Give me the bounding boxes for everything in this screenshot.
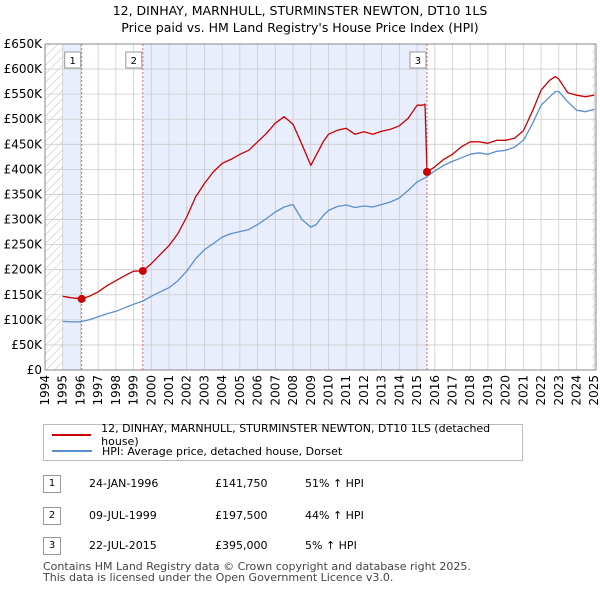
y-tick-label: £550K (4, 87, 44, 101)
hatched-region (45, 44, 63, 370)
footer-copyright: Contains HM Land Registry data © Crown c… (43, 560, 471, 573)
x-tick-label: 2025 (587, 375, 600, 406)
x-tick-label: 2011 (339, 375, 353, 406)
x-tick-label: 2021 (516, 375, 530, 406)
y-tick-label: £150K (4, 288, 44, 302)
x-tick-label: 2014 (392, 375, 406, 406)
x-tick-label: 2009 (304, 375, 318, 406)
sale-hpi-change: 51% ↑ HPI (305, 477, 364, 490)
x-tick-label: 1999 (127, 375, 141, 406)
y-tick-label: £500K (4, 112, 44, 126)
sale-hpi-change: 44% ↑ HPI (305, 509, 364, 522)
legend-swatch-hpi (52, 450, 92, 452)
x-tick-label: 2010 (321, 375, 335, 406)
x-tick-label: 2017 (445, 375, 459, 406)
sale-number-badge: 1 (43, 475, 61, 493)
legend-label-property: 12, DINHAY, MARNHULL, STURMINSTER NEWTON… (101, 422, 491, 448)
sale-label-box (125, 51, 143, 69)
x-tick-label: 1997 (91, 375, 105, 406)
sale-label-number: 3 (415, 56, 421, 67)
property-price-line (62, 75, 595, 300)
x-tick-label: 2006 (251, 375, 265, 406)
x-tick-label: 2005 (233, 375, 247, 406)
sale-label-number: 2 (131, 56, 137, 67)
x-tick-label: 1994 (38, 375, 52, 406)
x-tick-label: 2013 (375, 375, 389, 406)
sale-date: 22-JUL-2015 (89, 539, 157, 552)
sale-label-box (409, 51, 427, 69)
sale-price: £395,000 (215, 539, 268, 552)
sale-number-badge: 3 (43, 537, 61, 555)
sale-number-badge: 2 (43, 507, 61, 525)
sale-price: £141,750 (215, 477, 268, 490)
plot-frame (44, 43, 597, 371)
sale-date: 24-JAN-1996 (89, 477, 159, 490)
sale-point (422, 167, 431, 176)
sale-point (138, 266, 147, 275)
x-tick-label: 2000 (144, 375, 158, 406)
sale-label-number: 1 (69, 56, 75, 67)
sale-price: £197,500 (215, 509, 268, 522)
x-tick-label: 2012 (357, 375, 371, 406)
x-tick-label: 2022 (534, 375, 548, 406)
footer: Contains HM Land Registry data © Crown c… (43, 561, 471, 583)
y-tick-label: £350K (4, 187, 44, 201)
x-tick-label: 2003 (197, 375, 211, 406)
x-tick-label: 2023 (552, 375, 566, 406)
y-tick-label: £400K (4, 162, 44, 176)
y-tick-label: £50K (11, 338, 43, 352)
x-tick-label: 2007 (268, 375, 282, 406)
y-tick-label: £0 (27, 363, 42, 377)
x-tick-label: 2019 (481, 375, 495, 406)
y-tick-label: £200K (4, 263, 44, 277)
x-tick-label: 1998 (109, 375, 123, 406)
x-tick-label: 2002 (180, 375, 194, 406)
x-tick-label: 1995 (56, 375, 70, 406)
y-tick-label: £100K (4, 313, 44, 327)
chart-title: 12, DINHAY, MARNHULL, STURMINSTER NEWTON… (0, 2, 600, 36)
footer-licence: This data is licensed under the Open Gov… (43, 571, 394, 584)
x-tick-label: 2024 (570, 375, 584, 406)
sale-point (77, 294, 86, 303)
legend-item-hpi: HPI: Average price, detached house, Dors… (52, 443, 342, 459)
x-tick-label: 2018 (463, 375, 477, 406)
x-tick-label: 2004 (215, 375, 229, 406)
legend-label-hpi: HPI: Average price, detached house, Dors… (102, 444, 343, 458)
y-tick-label: £450K (4, 137, 44, 151)
x-tick-label: 2008 (286, 375, 300, 406)
x-tick-label: 2015 (410, 375, 424, 406)
price-chart: 1 2 3 £0 £50K £100K £150K £200K £250K £300K £350K… (4, 37, 600, 406)
x-tick-label: 2020 (499, 375, 513, 406)
legend-item-property: 12, DINHAY, MARNHULL, STURMINSTER NEWTON… (52, 422, 522, 448)
sale-date: 09-JUL-1999 (89, 509, 157, 522)
y-tick-label: £300K (4, 213, 44, 227)
shaded-region (62, 44, 82, 370)
x-tick-label: 1996 (73, 375, 87, 406)
hpi-line (62, 90, 595, 323)
legend: 12, DINHAY, MARNHULL, STURMINSTER NEWTON… (43, 422, 523, 461)
chart-title-line1: 12, DINHAY, MARNHULL, STURMINSTER NEWTON… (112, 3, 488, 18)
sale-label-box (64, 51, 82, 69)
x-tick-label: 2016 (428, 375, 442, 406)
y-tick-label: £600K (4, 62, 44, 76)
y-tick-label: £250K (4, 238, 44, 252)
legend-swatch-property (52, 434, 92, 436)
x-tick-label: 2001 (162, 375, 176, 406)
y-tick-label: £650K (4, 37, 44, 51)
sale-hpi-change: 5% ↑ HPI (305, 539, 357, 552)
chart-subtitle: Price paid vs. HM Land Registry's House … (121, 20, 479, 35)
